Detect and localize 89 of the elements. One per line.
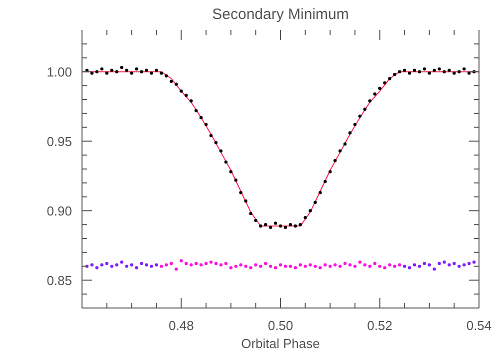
point: [422, 262, 426, 266]
point: [383, 266, 386, 270]
point: [308, 263, 312, 267]
point: [164, 263, 168, 267]
point: [239, 263, 242, 267]
point: [373, 262, 376, 266]
point: [110, 264, 114, 268]
point: [298, 263, 302, 267]
x-axis-title: Orbital Phase: [241, 336, 320, 351]
point: [333, 263, 337, 267]
y-tick-label: 0.85: [46, 273, 72, 288]
point: [324, 263, 327, 267]
y-tick-label: 0.95: [46, 134, 72, 150]
point: [254, 263, 258, 267]
point: [170, 262, 173, 266]
point: [234, 264, 238, 268]
y-tick-label: 0.90: [46, 204, 72, 219]
point: [314, 264, 317, 268]
point: [214, 262, 218, 266]
point: [467, 262, 471, 266]
x-tick-label: 0.52: [367, 318, 392, 333]
point: [368, 264, 372, 268]
point: [85, 264, 89, 268]
point: [378, 264, 382, 268]
point: [200, 263, 203, 267]
point: [244, 264, 248, 268]
point: [432, 267, 436, 271]
point: [144, 263, 148, 267]
point: [363, 263, 366, 267]
point: [353, 264, 357, 268]
point: [408, 266, 412, 270]
point: [412, 263, 416, 267]
point: [224, 262, 228, 266]
point: [278, 263, 282, 267]
point: [150, 264, 154, 268]
point: [259, 264, 262, 268]
y-tick-label: 1.00: [46, 64, 72, 80]
point: [274, 266, 278, 270]
point: [160, 264, 163, 268]
point: [438, 262, 441, 266]
point: [194, 262, 198, 266]
point: [180, 259, 183, 262]
point: [458, 264, 461, 268]
point: [294, 266, 297, 270]
point: [398, 263, 402, 267]
point: [442, 260, 446, 264]
point: [318, 266, 322, 270]
point: [219, 263, 223, 267]
point: [393, 264, 396, 268]
point: [348, 263, 352, 267]
point: [343, 262, 347, 266]
point: [100, 263, 104, 267]
point: [472, 260, 476, 264]
point: [184, 262, 188, 266]
point: [190, 263, 193, 267]
x-tick-label: 0.54: [466, 318, 492, 333]
point: [229, 266, 232, 270]
point: [134, 266, 138, 270]
point: [288, 264, 292, 268]
point: [462, 263, 466, 267]
point: [140, 262, 144, 266]
x-tick-label: 0.50: [268, 318, 294, 333]
point: [338, 264, 342, 268]
point: [105, 262, 108, 266]
point: [418, 264, 422, 268]
point: [125, 264, 128, 268]
point: [204, 262, 208, 266]
point: [402, 264, 406, 268]
point: [264, 262, 268, 266]
point: [249, 266, 252, 270]
point: [304, 264, 307, 268]
point: [268, 264, 272, 268]
point: [428, 263, 431, 267]
point: [115, 263, 118, 267]
point: [388, 263, 392, 267]
point: [284, 264, 288, 268]
x-tick-label: 0.48: [168, 318, 194, 333]
point: [448, 263, 451, 267]
point: [174, 267, 178, 271]
point: [95, 266, 98, 270]
point: [90, 263, 94, 267]
chart-title: Secondary Minimum: [211, 6, 350, 23]
point: [154, 263, 158, 267]
point: [130, 263, 134, 267]
point: [120, 260, 124, 264]
point: [209, 260, 213, 264]
point: [328, 264, 332, 268]
point: [452, 262, 456, 266]
point: [358, 260, 362, 264]
